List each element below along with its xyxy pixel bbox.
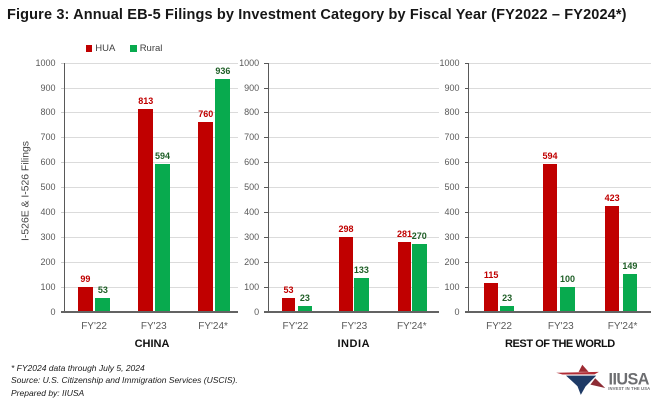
svg-text:INVEST IN THE USA: INVEST IN THE USA [608, 386, 650, 391]
svg-text:IIUSA: IIUSA [609, 370, 650, 388]
